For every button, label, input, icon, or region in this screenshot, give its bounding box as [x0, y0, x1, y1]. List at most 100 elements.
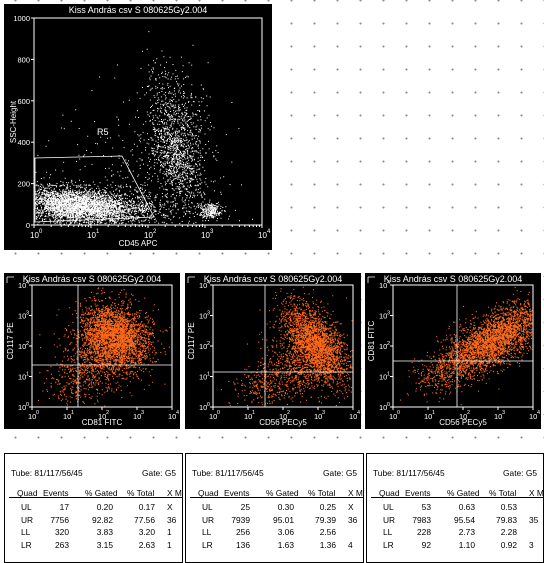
- col-quad: Quad: [379, 488, 400, 498]
- y-tick-exponent: 0: [387, 402, 390, 408]
- gate-label: Gate: G5: [142, 468, 176, 478]
- x-tick-exponent: 2: [467, 410, 470, 416]
- cell-quad: LR: [383, 539, 394, 550]
- x-tick-label: 10: [168, 412, 176, 421]
- x-tick-exponent: 0: [36, 410, 39, 416]
- y-tick-exponent: 0: [207, 402, 210, 408]
- x-tick-label: 10: [258, 231, 267, 240]
- x-tick-exponent: 2: [106, 410, 109, 416]
- cell-total: 1.36: [319, 539, 336, 550]
- stats-column-headers: Quad Events % Gated % Total X M: [186, 488, 363, 500]
- col-total: % Total: [308, 488, 336, 498]
- x-tick-label: 10: [98, 412, 106, 421]
- cell-quad: UR: [21, 514, 34, 525]
- cell-events: 263: [55, 539, 69, 550]
- x-tick-exponent: 1: [96, 229, 100, 235]
- stats-row-ll: LL 320 3.83 3.20 1: [5, 527, 182, 539]
- cell-total: 0.17: [138, 502, 155, 512]
- cell-quad: UR: [383, 514, 396, 525]
- col-xm: X M: [529, 488, 544, 498]
- y-axis-label: SSC-Height: [9, 100, 18, 143]
- cell-gated: 2.73: [458, 527, 475, 537]
- cell-events: 17: [59, 502, 69, 512]
- quadrant-stats-table: Tube: 81/117/56/45 Gate: G5 Quad Events …: [4, 453, 183, 563]
- y-tick-exponent: 0: [26, 402, 29, 408]
- x-tick-label: 10: [28, 412, 36, 421]
- quadrant-plot-cd117-cd81[interactable]: Kiss András csv S 080625Gy2.004 10 0 10 0 10…: [4, 273, 180, 429]
- gate-label: Gate: G5: [323, 468, 357, 478]
- cell-quad: LR: [202, 539, 213, 550]
- cell-total: 77.56: [134, 514, 155, 525]
- x-axis-label: CD56 PECy5: [259, 418, 307, 427]
- stats-row-ur: UR 7939 95.01 79.39 36: [186, 515, 363, 527]
- stats-column-headers: Quad Events % Gated % Total X M: [5, 488, 182, 500]
- quadrant-plot-cd81-cd56[interactable]: Kiss András csv S 080625Gy2.004 10 0 10 0 10…: [365, 273, 541, 429]
- y-tick-label: 10: [379, 312, 387, 321]
- stats-row-ur: UR 7983 95.54 79.83 35: [367, 514, 543, 527]
- y-tick-label: 10: [379, 373, 387, 382]
- plot-frame: [392, 284, 534, 408]
- y-axis-label: CD117 PE: [6, 322, 15, 359]
- col-events: Events: [43, 488, 69, 498]
- x-tick-exponent: 3: [210, 229, 214, 235]
- col-xm: X M: [348, 488, 363, 498]
- cell-xm: 36: [167, 514, 177, 525]
- x-tick-exponent: 0: [39, 229, 43, 235]
- y-tick-exponent: 4: [387, 280, 390, 286]
- cell-total: 2.63: [138, 539, 155, 550]
- x-tick-exponent: 2: [153, 229, 157, 235]
- col-xm: X M: [167, 488, 182, 498]
- cell-total: 0.92: [500, 539, 517, 550]
- cell-quad: LR: [21, 539, 32, 550]
- y-tick-exponent: 1: [207, 372, 210, 378]
- gate-r5: [34, 155, 155, 223]
- x-tick-label: 10: [144, 231, 153, 240]
- cell-gated: 1.63: [277, 539, 294, 550]
- stats-row-ul: UL 53 0.63 0.53: [367, 502, 543, 514]
- stats-row-ur: UR 7756 92.82 77.56 36: [5, 514, 182, 527]
- quadrant-plot-cd117-cd56[interactable]: Kiss András csv S 080625Gy2.004 10 0 10 0 10…: [185, 273, 361, 429]
- y-tick-label: 10: [18, 281, 26, 290]
- col-gated: % Gated: [85, 488, 118, 498]
- event-dots: [400, 286, 534, 406]
- cell-xm: X: [348, 502, 354, 512]
- main-scatter-plot[interactable]: Kiss András csv S 080625Gy2.004 0 200 400 6…: [4, 4, 272, 250]
- x-tick-label: 10: [529, 412, 537, 421]
- cell-total: 0.25: [319, 502, 336, 512]
- x-tick-exponent: 4: [267, 229, 271, 235]
- quadrant-stats-table: Tube: 81/117/56/45 Gate: G5 Quad Events …: [185, 453, 364, 563]
- cell-total: 79.83: [496, 514, 517, 525]
- cell-total: 0.53: [500, 502, 517, 512]
- y-tick-exponent: 2: [26, 341, 29, 347]
- stats-row-ul: UL 17 0.20 0.17 X: [5, 502, 182, 514]
- stats-column-headers: Quad Events % Gated % Total X M: [367, 488, 544, 500]
- stats-row-lr: LR 136 1.63 1.36 4: [186, 539, 363, 552]
- col-total: % Total: [489, 488, 517, 498]
- cell-quad: UL: [202, 502, 213, 512]
- x-tick-label: 10: [30, 231, 39, 240]
- x-axis-label: CD45 APC: [119, 239, 158, 248]
- cell-events: 7983: [412, 514, 431, 525]
- x-tick-exponent: 1: [432, 410, 435, 416]
- cell-gated: 1.10: [458, 539, 475, 550]
- x-tick-label: 10: [424, 412, 432, 421]
- x-tick-label: 10: [279, 412, 287, 421]
- x-axis-label: CD56 PECy5: [439, 418, 487, 427]
- cell-gated: 3.06: [277, 527, 294, 537]
- y-tick-label: 10: [379, 342, 387, 351]
- y-tick-label: 1000: [13, 14, 30, 23]
- header-divider: [190, 497, 363, 498]
- cell-events: 25: [240, 502, 250, 512]
- tube-label: Tube: 81/117/56/45: [373, 468, 445, 478]
- quadrant-plot-title: Kiss András csv S 080625Gy2.004: [383, 274, 523, 284]
- y-tick-exponent: 3: [26, 311, 29, 317]
- y-tick-label: 10: [18, 342, 26, 351]
- x-tick-label: 10: [209, 412, 217, 421]
- x-tick-exponent: 0: [397, 410, 400, 416]
- col-events: Events: [405, 488, 431, 498]
- stats-row-ul: UL 25 0.30 0.25 X: [186, 502, 363, 514]
- tube-label: Tube: 81/117/56/45: [11, 468, 83, 478]
- cell-events: 136: [236, 539, 250, 550]
